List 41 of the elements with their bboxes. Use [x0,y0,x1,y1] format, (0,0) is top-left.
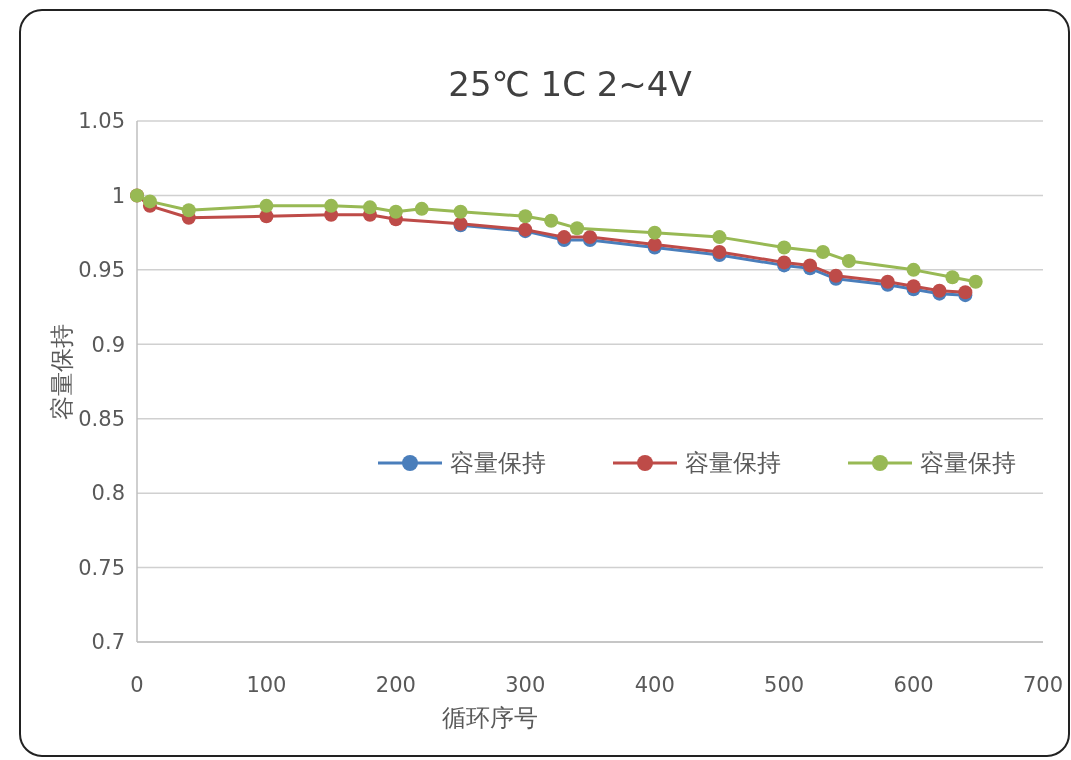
legend-label: 容量保持 [685,449,781,477]
legend-label: 容量保持 [920,449,1016,477]
y-tick-label: 1.05 [78,109,125,134]
y-tick-label: 0.75 [78,555,125,580]
y-tick-label: 0.85 [78,407,125,432]
x-tick-label: 100 [246,673,287,697]
x-tick-label: 200 [375,673,416,697]
point [518,209,533,224]
chart-title: 25℃ 1C 2~4V [448,64,692,104]
point [142,194,157,209]
y-tick-label: 0.7 [91,630,125,655]
x-tick-label: 600 [893,673,934,697]
y-tick-label: 0.9 [91,332,125,357]
point [815,244,830,259]
point [388,204,403,219]
y-tick-label: 1 [111,183,125,208]
point [259,198,274,213]
point [945,270,960,285]
x-tick-label: 400 [634,673,675,697]
point [544,213,559,228]
point [324,198,339,213]
point [906,262,921,277]
point [181,203,196,218]
y-tick-label: 0.8 [91,481,125,506]
point [570,221,585,236]
point [362,200,377,215]
point [841,253,856,268]
point [453,204,468,219]
y-tick-label: 0.95 [78,258,125,283]
point [712,230,727,245]
point [647,225,662,240]
point [777,240,792,255]
point [414,201,429,216]
x-tick-label: 700 [1022,673,1064,697]
x-tick-label: 500 [764,673,805,697]
x-tick-label: 0 [130,673,144,697]
y-axis-title: 容量保持 [48,323,76,420]
x-axis-title: 循环序号 [442,704,538,732]
x-tick-label: 300 [505,673,546,697]
legend-label: 容量保持 [450,449,546,477]
point [968,274,983,289]
